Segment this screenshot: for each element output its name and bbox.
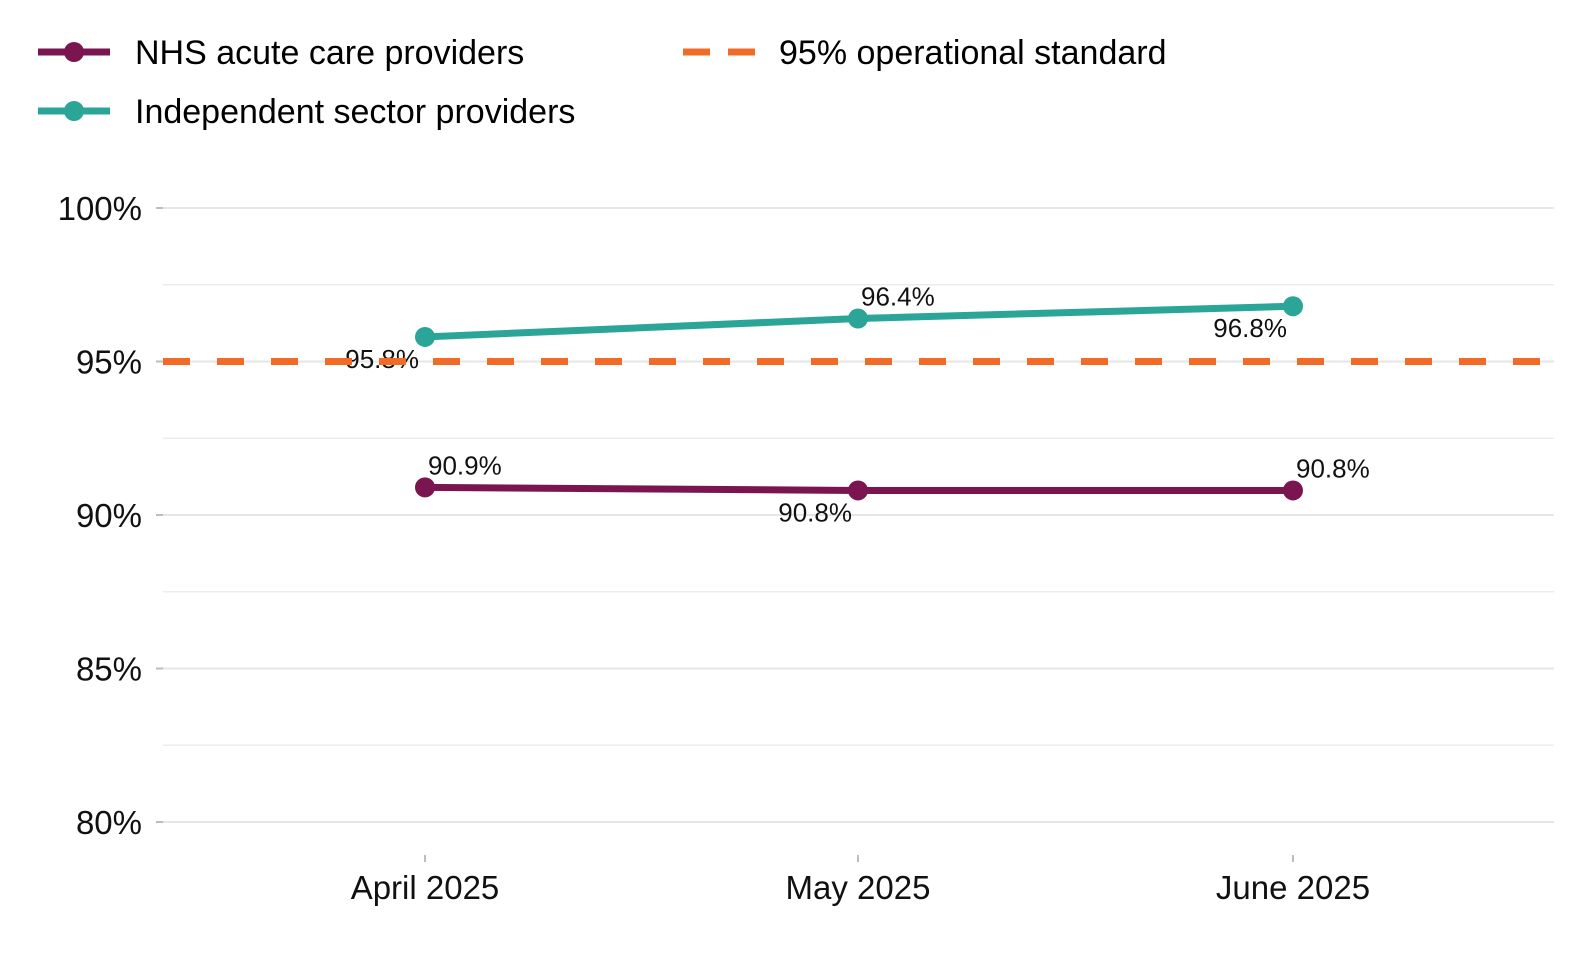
data-point[interactable] [1283,480,1303,501]
data-label: 90.8% [1296,453,1370,483]
series-nhs: 90.9% 90.8% 90.8% [415,450,1370,527]
data-point[interactable] [848,480,868,501]
series-layer: 90.9%90.8%90.8%95.8%96.4%96.8% [345,282,1369,528]
y-tick-label: 90% [76,497,142,534]
legend-marker-nhs [64,42,84,62]
y-tick-label: 85% [76,651,142,688]
legend-marker-independent [64,101,84,121]
legend-item-nhs[interactable]: NHS acute care providers [38,34,524,72]
legend-label-nhs: NHS acute care providers [135,34,524,72]
data-point[interactable] [848,308,868,329]
data-point[interactable] [1283,296,1303,317]
x-tick-label: April 2025 [351,869,500,906]
data-point[interactable] [415,326,435,347]
legend-label-independent: Independent sector providers [135,93,575,131]
data-label: 96.4% [861,282,935,312]
y-axis: 80% 85% 90% 95% 100% [58,190,163,841]
x-axis: April 2025 May 2025 June 2025 [351,855,1370,906]
y-tick-label: 95% [76,344,142,381]
legend-item-standard[interactable]: 95% operational standard [683,34,1167,72]
legend-item-independent[interactable]: Independent sector providers [38,93,575,131]
data-label: 90.9% [428,450,502,480]
x-tick-label: May 2025 [786,869,931,906]
x-tick-label: June 2025 [1216,869,1370,906]
y-tick-label: 100% [58,190,142,227]
legend-label-standard: 95% operational standard [779,34,1167,72]
data-point[interactable] [415,477,435,498]
legend: NHS acute care providers Independent sec… [38,34,1167,131]
data-label: 96.8% [1213,313,1287,343]
data-label: 90.8% [778,497,852,527]
y-tick-label: 80% [76,804,142,841]
grid [163,207,1554,823]
